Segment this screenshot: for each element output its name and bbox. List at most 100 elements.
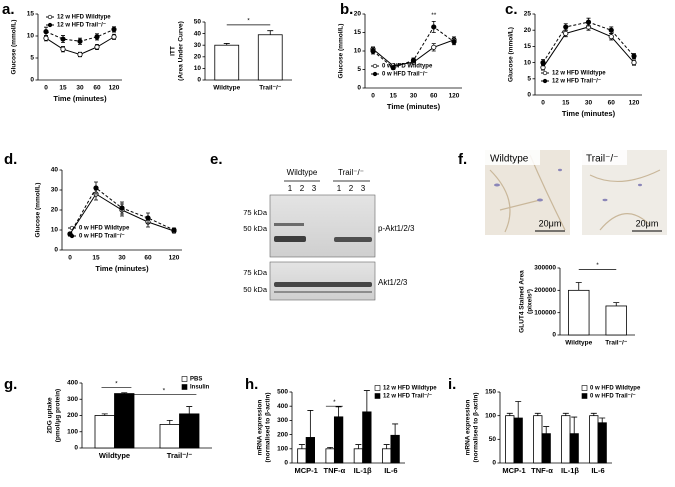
x-tick-label: MCP-1 <box>294 466 317 475</box>
data-point <box>111 26 117 32</box>
y-tick-label: 20 <box>524 27 532 34</box>
y-tick-label: 0 <box>552 332 556 339</box>
blot-bands <box>274 223 372 293</box>
panel-letter: f. <box>458 151 467 168</box>
y-tick-label: 40 <box>194 30 202 37</box>
y-tick-label: 10 <box>51 227 59 234</box>
bar <box>605 305 627 336</box>
x-tick-label: IL-1β <box>354 466 372 475</box>
x-axis-label: Time (minutes) <box>387 102 441 111</box>
legend-marker <box>542 70 548 76</box>
data-point <box>563 24 569 30</box>
y-tick-label: 30 <box>51 187 59 194</box>
y-tick-label: 10 <box>194 65 202 72</box>
bar <box>325 448 335 464</box>
legend-label: 0 w HFD Wildtype <box>382 64 433 70</box>
annotation: * <box>163 387 166 394</box>
x-tick-label: 120 <box>169 255 180 262</box>
x-tick-label: 120 <box>449 93 460 100</box>
lane-label: 1 <box>288 184 293 193</box>
marker-label: 75 kDa <box>243 208 268 217</box>
bar <box>569 433 579 464</box>
y-axis-label: (Area Under Curve) <box>178 21 185 81</box>
error-bar <box>543 426 550 434</box>
y-tick-label: 0 <box>197 77 201 84</box>
y-axis-label: mRNA expression <box>465 400 472 456</box>
legend-label: 12 w HFD Wildtype <box>552 71 606 77</box>
error-bar <box>571 416 578 434</box>
y-tick-label: 200 <box>277 431 288 438</box>
data-point <box>608 27 614 33</box>
scale-label: 20μm <box>539 218 562 228</box>
y-tick-label: 0 <box>357 85 361 92</box>
x-tick-label: 30 <box>410 93 418 100</box>
legend-swatch <box>581 385 588 391</box>
y-tick-label: 300 <box>67 396 78 403</box>
data-point <box>431 24 437 30</box>
x-tick-label: 60 <box>608 100 616 107</box>
y-tick-label: 20 <box>194 54 202 61</box>
y-tick-label: 200000 <box>534 287 556 294</box>
y-tick-label: 25 <box>524 11 532 18</box>
legend-label: PBS <box>190 377 202 383</box>
data-point <box>410 57 417 63</box>
data-point <box>451 39 457 45</box>
blot-group: Wildtype <box>287 168 318 177</box>
data-point <box>43 28 49 35</box>
x-tick-label: Wildtype <box>213 85 240 92</box>
legend-label: 12 w HFD Wildtype <box>57 15 111 21</box>
y-tick-label: 20 <box>354 11 362 18</box>
bar <box>179 413 200 449</box>
x-tick-label: 0 <box>541 100 545 107</box>
y-tick-label: 400 <box>67 380 78 387</box>
data-point <box>94 44 100 50</box>
panel-letter: i. <box>448 376 456 393</box>
bar <box>589 415 599 464</box>
data-point <box>93 185 99 191</box>
legend-label: 0 w HFD Trail⁻/⁻ <box>590 394 636 400</box>
error-bar <box>186 406 193 414</box>
lane-label: 1 <box>337 184 342 193</box>
target-label: p-Akt1/2/3 <box>378 224 415 233</box>
scale-label: 20μm <box>636 218 659 228</box>
y-tick-label: 100000 <box>534 309 556 316</box>
x-tick-label: 120 <box>629 100 640 107</box>
data-point <box>431 44 437 50</box>
y-axis-label: Glucose (mmol/L) <box>508 27 515 82</box>
error-bar <box>335 406 342 417</box>
legend-swatch <box>181 376 188 382</box>
bar <box>362 411 372 464</box>
x-tick-label: IL-1β <box>561 466 579 475</box>
marker-label: 50 kDa <box>243 285 268 294</box>
panel-letter: b. <box>340 1 353 18</box>
y-tick-label: 10 <box>354 48 362 55</box>
target-label: Akt1/2/3 <box>378 278 408 287</box>
y-tick-label: 300000 <box>534 265 556 272</box>
legend-label: 0 w HFD Trail⁻/⁻ <box>382 72 428 78</box>
y-axis-label: mRNA expression <box>257 400 264 456</box>
marker-label: 75 kDa <box>243 268 268 277</box>
x-tick-label: Wildtype <box>565 340 592 347</box>
data-point <box>60 46 66 52</box>
y-axis-label: Glucose (mmol/L) <box>35 183 42 238</box>
legend-label: 12 w HFD Trail⁻/⁻ <box>552 79 601 85</box>
x-tick-label: 0 <box>68 255 72 262</box>
legend-label: 0 w HFD Wildtype <box>590 386 641 392</box>
x-tick-label: 0 <box>44 85 48 92</box>
legend-swatch <box>181 384 188 390</box>
error-bar <box>355 444 362 449</box>
data-point <box>119 205 125 211</box>
x-axis-label: Time (minutes) <box>53 94 107 103</box>
y-axis-label: (normalised to β-actin) <box>265 392 272 462</box>
data-point <box>145 215 151 221</box>
bar <box>94 415 115 449</box>
bar <box>114 393 135 449</box>
data-point <box>563 30 569 37</box>
legend-label: 0 w HFD Trail⁻/⁻ <box>79 234 125 240</box>
data-point <box>370 48 376 54</box>
x-tick-label: 60 <box>93 85 101 92</box>
bar <box>561 415 571 464</box>
legend-label: 12 w HFD Wildtype <box>383 386 437 392</box>
legend-swatch <box>374 385 381 391</box>
